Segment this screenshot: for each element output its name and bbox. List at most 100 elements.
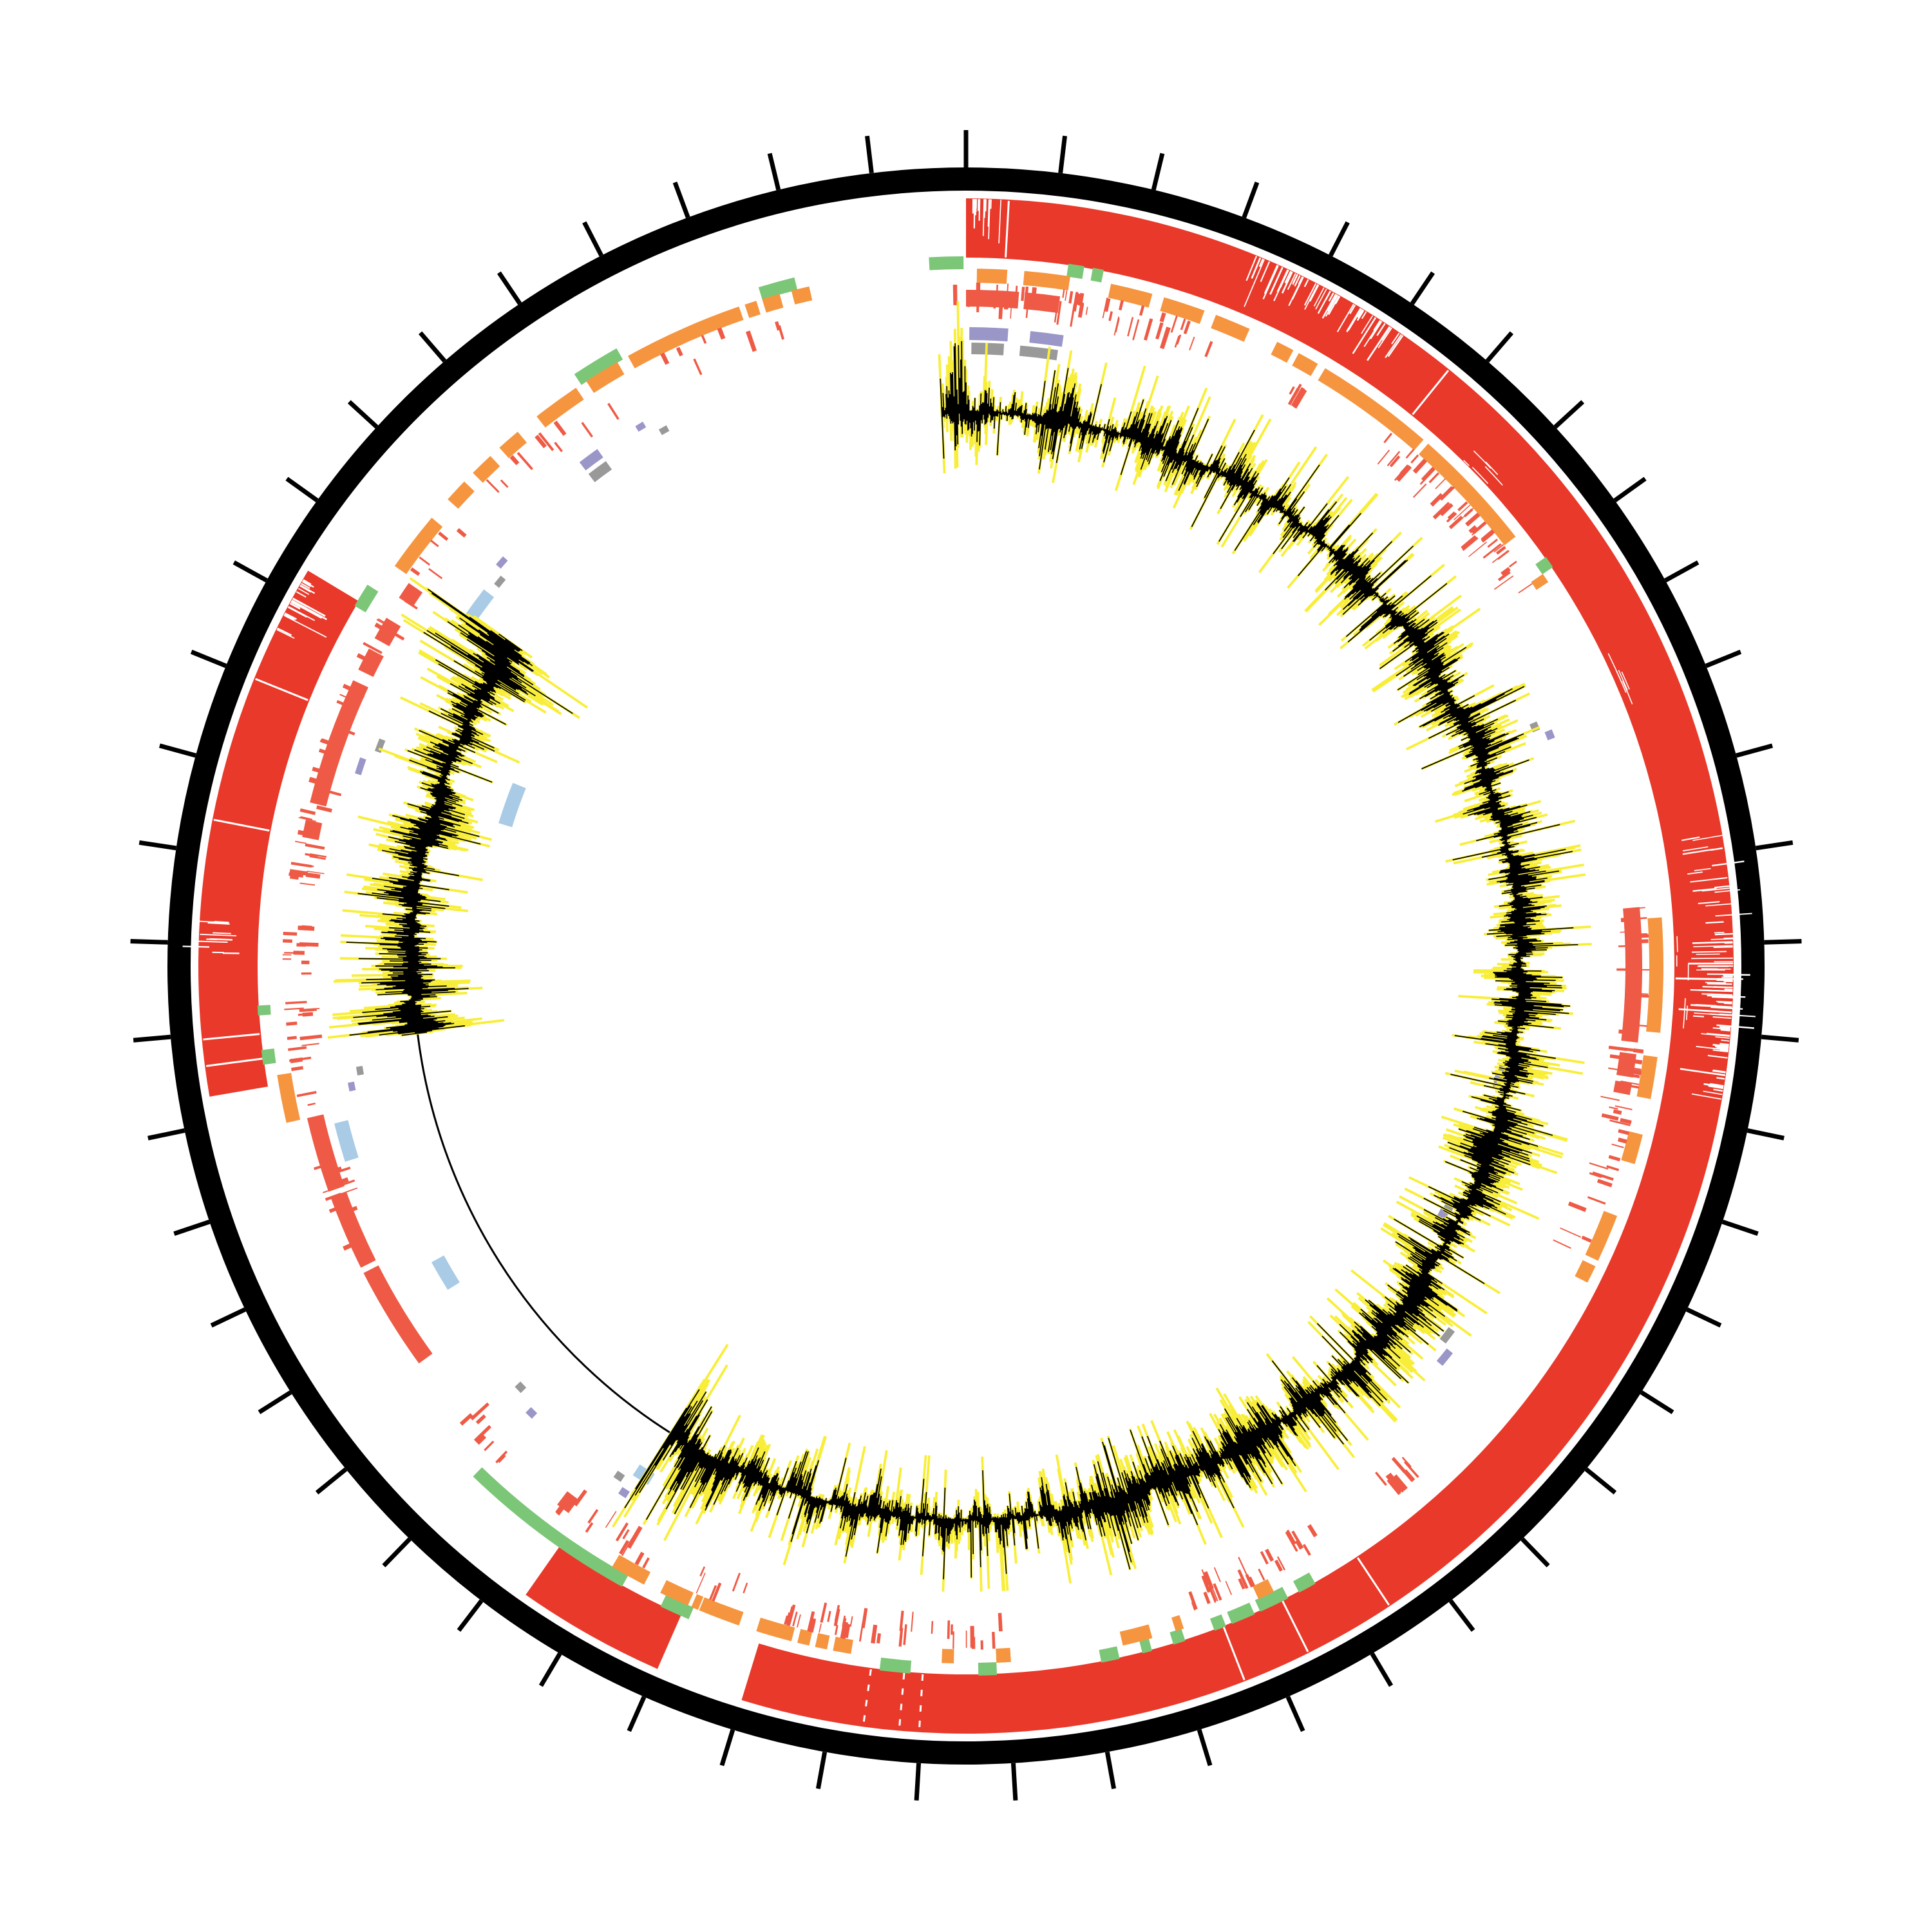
rug-mark xyxy=(1073,292,1079,308)
rug-mark xyxy=(308,777,319,784)
rug-mark xyxy=(509,455,520,466)
orange-feature-segment xyxy=(833,1636,853,1654)
rug-mark xyxy=(473,1425,492,1443)
radial-mark xyxy=(1682,848,1714,855)
rug-mark xyxy=(743,1582,748,1594)
radial-mark xyxy=(1716,1077,1725,1080)
rug-mark xyxy=(299,882,316,886)
genome-backbone-ring xyxy=(167,167,1765,1765)
rug-mark xyxy=(622,1529,630,1540)
radial-mark xyxy=(1328,292,1334,302)
radial-mark xyxy=(1349,305,1356,314)
rug-mark xyxy=(290,862,312,868)
rug-mark xyxy=(1204,1571,1214,1590)
rug-mark xyxy=(1403,1469,1416,1482)
rug-mark xyxy=(1611,1143,1624,1148)
gc-trace-baseline-arc xyxy=(416,1033,672,1434)
rug-mark xyxy=(1401,1457,1412,1468)
rug-mark xyxy=(363,641,383,654)
radial-mark xyxy=(1376,323,1386,336)
rug-mark xyxy=(998,298,1003,319)
rug-mark xyxy=(898,1627,904,1647)
radial-mark xyxy=(1361,315,1374,334)
blue-segment xyxy=(334,1120,359,1162)
scale-tick xyxy=(1329,221,1350,257)
rug-mark xyxy=(1435,478,1446,489)
scale-tick xyxy=(315,1467,348,1495)
radial-mark xyxy=(1288,276,1304,307)
purple-segment xyxy=(1436,1348,1453,1366)
orange-feature-segment xyxy=(815,1633,830,1650)
orange-feature-segment xyxy=(1211,314,1250,342)
radial-mark xyxy=(182,945,210,948)
rug-mark xyxy=(615,1522,629,1542)
rug-mark xyxy=(1589,1162,1609,1170)
track-orange-features xyxy=(277,269,1663,1663)
tomato-feature-segment xyxy=(1613,1080,1633,1095)
orange-feature-segment xyxy=(1023,270,1070,290)
scale-tick xyxy=(1553,400,1585,429)
radial-mark xyxy=(1361,311,1367,319)
orange-feature-segment xyxy=(996,1647,1011,1663)
purple-segment xyxy=(526,1406,538,1419)
rug-mark xyxy=(438,531,449,541)
rug-mark xyxy=(553,421,567,436)
rug-mark xyxy=(834,1625,838,1635)
rug-mark xyxy=(1104,298,1111,312)
blue-segment xyxy=(498,782,526,828)
scale-tick xyxy=(1197,1728,1213,1766)
rug-mark xyxy=(1493,575,1514,590)
rug-mark xyxy=(307,1103,316,1106)
radial-mark xyxy=(213,819,270,832)
rug-mark xyxy=(289,869,308,876)
rug-mark xyxy=(1609,1106,1618,1110)
coverage-segment xyxy=(198,571,359,1097)
rug-mark xyxy=(1225,1580,1233,1595)
rug-mark xyxy=(871,1624,878,1644)
rug-mark xyxy=(1497,571,1511,582)
texture-streak xyxy=(1622,681,1633,705)
rug-mark xyxy=(283,939,292,943)
radial-mark xyxy=(1712,1043,1729,1048)
rug-mark xyxy=(709,1585,717,1600)
radial-mark xyxy=(1703,1083,1724,1088)
rug-mark xyxy=(1622,1072,1640,1079)
scale-tick xyxy=(1613,477,1647,502)
radial-mark xyxy=(1691,957,1733,960)
radial-mark xyxy=(1692,951,1727,953)
green-feature-segment xyxy=(1227,1602,1255,1624)
rug-mark xyxy=(327,1166,342,1175)
tick-marks xyxy=(130,130,1802,1801)
rug-mark xyxy=(291,1066,304,1072)
radial-mark xyxy=(1716,1000,1732,1003)
rug-mark xyxy=(701,335,707,344)
purple-segment xyxy=(355,757,366,775)
orange-feature-segment xyxy=(536,388,584,428)
orange-feature-segment xyxy=(473,455,500,483)
orange-feature-segment xyxy=(499,431,527,459)
scale-tick xyxy=(1242,182,1260,218)
radial-mark xyxy=(1366,326,1391,361)
texture-streak xyxy=(1607,653,1623,684)
scale-tick xyxy=(1285,1696,1305,1732)
radial-mark xyxy=(1712,860,1745,867)
rug-mark xyxy=(348,701,359,707)
gc-spike-trace xyxy=(327,301,1592,1592)
rug-mark xyxy=(858,1622,864,1642)
radial-mark xyxy=(283,614,327,638)
radial-mark xyxy=(1391,332,1400,345)
rug-mark xyxy=(1636,994,1649,998)
radial-mark xyxy=(284,612,297,620)
texture-streak xyxy=(1683,998,1686,1028)
rug-mark xyxy=(1493,544,1504,553)
blue-segment xyxy=(464,589,495,623)
radial-mark xyxy=(1321,294,1337,319)
radial-mark xyxy=(1303,279,1309,287)
orange-feature-segment xyxy=(1531,574,1549,590)
rug-mark xyxy=(642,1557,650,1569)
rug-mark xyxy=(1065,290,1068,301)
radial-mark xyxy=(290,601,301,608)
rug-mark xyxy=(1430,493,1444,507)
radial-mark xyxy=(1692,1015,1705,1018)
gc-spikes-black xyxy=(346,341,1578,1580)
